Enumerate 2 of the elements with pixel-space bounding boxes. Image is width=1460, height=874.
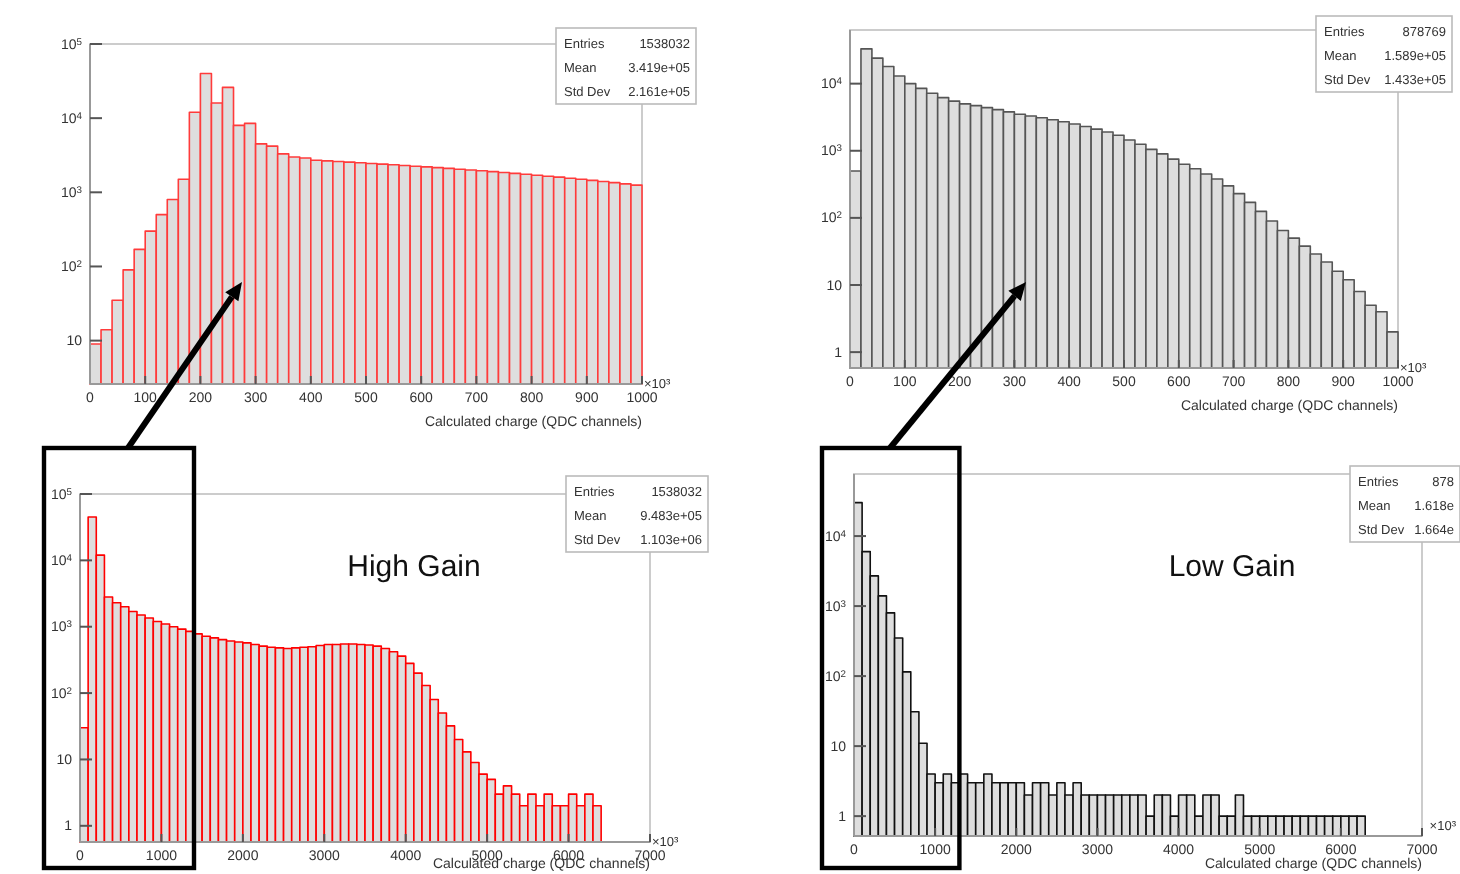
annotation: High Gain [347, 550, 481, 584]
annotation: Low Gain [1168, 550, 1296, 584]
